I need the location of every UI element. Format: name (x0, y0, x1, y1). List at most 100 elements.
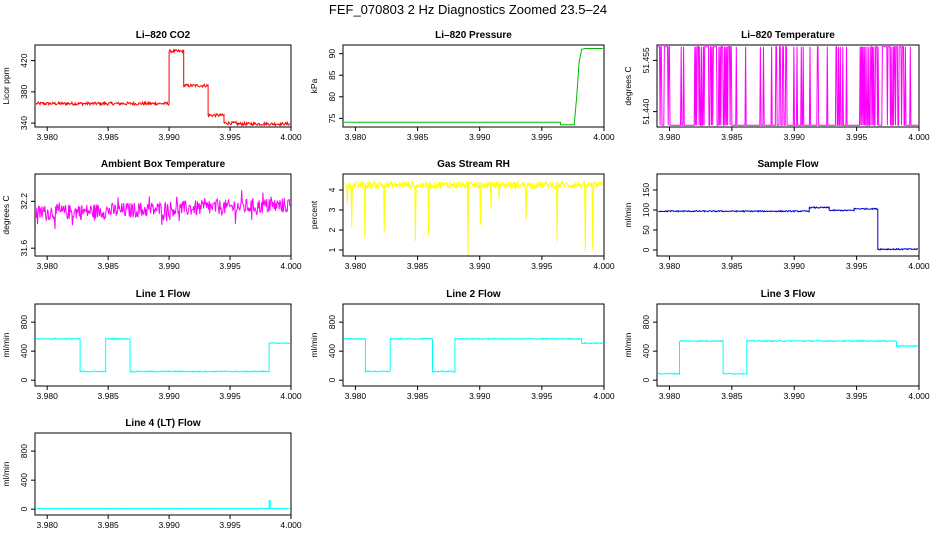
y-tick-label: 800 (641, 315, 651, 329)
data-series-line (35, 190, 291, 230)
chart-sample-flow: Sample Flow ml/min 3.980 3.985 3.990 3.995 4.0… (623, 159, 930, 271)
x-tick-label: 3.985 (721, 132, 743, 142)
data-series-line (35, 48, 291, 127)
y-tick-label: 0 (19, 507, 29, 512)
x-tick-label: 3.980 (37, 520, 59, 530)
chart-title: Li–820 CO2 (136, 30, 191, 41)
y-tick-label: 380 (19, 84, 29, 98)
y-tick-label: 31.6 (19, 240, 29, 257)
y-tick-label: 340 (19, 116, 29, 130)
x-tick-label: 3.980 (659, 391, 681, 401)
x-tick-label: 3.990 (469, 261, 491, 271)
chart-title: Li–820 Temperature (741, 30, 835, 41)
y-tick-label: 90 (327, 49, 337, 59)
x-tick-label: 3.985 (98, 391, 120, 401)
data-series-line (658, 206, 919, 251)
x-tick-label: 3.980 (345, 391, 367, 401)
plot-frame (342, 44, 605, 128)
plot-frame (34, 432, 292, 516)
chart-title: Line 4 (LT) Flow (125, 418, 201, 429)
x-tick-label: 3.995 (219, 520, 241, 530)
x-tick-label: 3.995 (846, 261, 868, 271)
x-tick-label: 4.000 (908, 391, 930, 401)
y-tick-label: 0 (19, 378, 29, 383)
chart-line-1-flow: Line 1 Flow ml/min 3.980 3.985 3.990 3.995 4.0… (1, 289, 302, 401)
chart-line-4-lt-flow: Line 4 (LT) Flow ml/min 3.980 3.985 3.990 3.9… (1, 418, 302, 530)
y-tick-label: 0 (641, 247, 651, 252)
y-tick-label: 85 (327, 70, 337, 80)
x-tick-label: 4.000 (593, 132, 615, 142)
data-series-line (344, 48, 603, 126)
x-tick-label: 3.990 (784, 261, 806, 271)
x-tick-label: 4.000 (280, 391, 302, 401)
y-axis-label: degrees C (1, 195, 11, 234)
x-tick-label: 3.985 (721, 261, 743, 271)
x-tick-label: 3.990 (469, 391, 491, 401)
y-axis-label: kPa (309, 78, 319, 93)
y-axis-label: ml/min (623, 202, 633, 227)
y-tick-label: 51.455 (641, 47, 651, 73)
chart-line-2-flow: Line 2 Flow ml/min 3.980 3.985 3.990 3.995 4.0… (309, 289, 615, 401)
chart-title: Line 3 Flow (761, 289, 816, 300)
chart-gas-stream-rh: Gas Stream RH percent 3.980 3.985 3.990 3.995… (309, 159, 615, 271)
x-tick-label: 3.990 (158, 261, 180, 271)
chart-title: Ambient Box Temperature (101, 159, 226, 170)
x-tick-label: 3.985 (407, 261, 429, 271)
data-series-line (343, 337, 603, 374)
x-tick-label: 3.980 (345, 132, 367, 142)
x-tick-label: 3.980 (659, 261, 681, 271)
x-tick-label: 3.985 (721, 391, 743, 401)
chart-title: Sample Flow (757, 159, 818, 170)
plot-frame (34, 173, 292, 257)
data-series-line (36, 337, 290, 373)
chart-ambient-box-temperature: Ambient Box Temperature degrees C 3.980 3.9… (1, 159, 302, 271)
data-series-line (657, 339, 918, 376)
x-tick-label: 3.995 (531, 261, 553, 271)
x-tick-label: 3.995 (846, 132, 868, 142)
y-axis-label: degrees C (623, 66, 633, 105)
chart-title: Gas Stream RH (437, 159, 510, 170)
y-axis-label: ml/min (623, 332, 633, 357)
y-tick-label: 0 (641, 378, 651, 383)
plot-frame (656, 303, 920, 387)
y-tick-label: 400 (19, 344, 29, 358)
y-tick-label: 400 (19, 473, 29, 487)
y-tick-label: 800 (19, 444, 29, 458)
plot-frame (34, 303, 292, 387)
x-tick-label: 4.000 (593, 391, 615, 401)
plot-frame (656, 44, 920, 128)
chart-li820-pressure: Li–820 Pressure kPa 3.980 3.985 3.990 3.995 4.… (309, 30, 615, 142)
y-tick-label: 32.2 (19, 193, 29, 210)
x-tick-label: 3.985 (98, 132, 120, 142)
y-axis-label: ml/min (1, 461, 11, 486)
y-axis-label: ml/min (1, 332, 11, 357)
x-tick-label: 3.995 (531, 391, 553, 401)
y-tick-label: 400 (641, 344, 651, 358)
x-tick-label: 3.990 (158, 132, 180, 142)
y-tick-label: 2 (327, 227, 337, 232)
chart-line-3-flow: Line 3 Flow ml/min 3.980 3.985 3.990 3.995 4.0… (623, 289, 930, 401)
x-tick-label: 4.000 (593, 261, 615, 271)
x-tick-label: 4.000 (908, 261, 930, 271)
x-tick-label: 3.985 (98, 520, 120, 530)
x-tick-label: 3.990 (158, 391, 180, 401)
plot-frame (342, 173, 605, 257)
y-tick-label: 3 (327, 207, 337, 212)
x-tick-label: 3.995 (219, 261, 241, 271)
y-tick-label: 75 (327, 113, 337, 123)
chart-title: Li–820 Pressure (435, 30, 512, 41)
x-tick-label: 3.990 (158, 520, 180, 530)
x-tick-label: 3.980 (345, 261, 367, 271)
plot-frame (34, 44, 292, 128)
y-tick-label: 150 (641, 183, 651, 197)
y-axis-label: ml/min (309, 332, 319, 357)
chart-title: Line 1 Flow (136, 289, 191, 300)
plot-frame (656, 173, 920, 257)
x-tick-label: 3.995 (531, 132, 553, 142)
x-tick-label: 3.995 (219, 391, 241, 401)
y-axis-label: percent (309, 200, 319, 229)
x-tick-label: 4.000 (280, 520, 302, 530)
x-tick-label: 3.995 (846, 391, 868, 401)
y-tick-label: 400 (327, 344, 337, 358)
